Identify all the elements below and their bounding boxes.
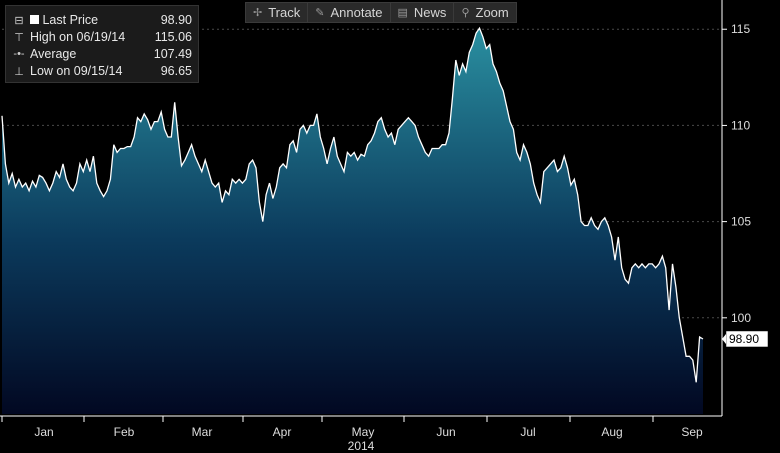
news-label: News xyxy=(413,5,447,20)
legend-last-price[interactable]: ⊟ Last Price 98.90 xyxy=(12,12,192,28)
legend: ⊟ Last Price 98.90 ⊤ High on 06/19/14 11… xyxy=(5,5,199,83)
price-line xyxy=(1,26,704,383)
annotate-button[interactable]: ✎ Annotate xyxy=(308,3,391,22)
low-label: Low on 09/15/14 xyxy=(30,64,123,78)
y-tick-label: 110 xyxy=(731,118,750,132)
crosshair-icon: ✢ xyxy=(253,7,263,19)
last-price-value: 98.90 xyxy=(160,13,192,27)
y-tick-label: 105 xyxy=(731,215,751,229)
price-area xyxy=(2,28,703,414)
last-price-label: Last Price xyxy=(42,13,99,27)
x-tick-label: Jul xyxy=(520,425,535,439)
track-button[interactable]: ✢ Track xyxy=(246,3,309,22)
collapse-icon[interactable]: ⊟ xyxy=(14,14,24,27)
x-tick-label: Mar xyxy=(192,425,213,439)
magnifier-icon: ⚲ xyxy=(461,7,470,19)
high-marker-icon: ⊤ xyxy=(14,31,24,44)
x-tick-label: May xyxy=(352,425,375,439)
last-value-marker: 98.90 xyxy=(722,330,769,348)
average-value: 107.49 xyxy=(153,47,192,61)
news-button[interactable]: ▤ News xyxy=(391,3,455,22)
x-tick-label: Sep xyxy=(681,425,703,439)
x-tick-label: Jan xyxy=(34,425,53,439)
track-label: Track xyxy=(268,5,301,20)
low-value: 96.65 xyxy=(160,64,192,78)
average-marker-icon: -•- xyxy=(13,48,25,60)
x-tick-label: Feb xyxy=(114,425,135,439)
x-axis-ticks: Jan Feb Mar Apr May Jun Jul Aug Sep xyxy=(1,416,703,439)
legend-low: ⊥ Low on 09/15/14 96.65 xyxy=(12,63,192,79)
legend-average: -•- Average 107.49 xyxy=(12,46,192,62)
high-value: 115.06 xyxy=(154,30,192,44)
low-marker-icon: ⊥ xyxy=(14,65,24,78)
last-value-label: 98.90 xyxy=(729,332,759,346)
year-label: 2014 xyxy=(348,439,375,453)
x-tick-label: Jun xyxy=(436,425,455,439)
annotate-label: Annotate xyxy=(330,5,383,20)
y-tick-label: 100 xyxy=(731,311,751,325)
news-icon: ▤ xyxy=(397,7,408,19)
y-tick-label: 115 xyxy=(731,22,750,36)
x-tick-label: Apr xyxy=(273,425,292,439)
y-axis-ticks: 100 105 110 115 xyxy=(722,22,751,325)
zoom-button[interactable]: ⚲ Zoom xyxy=(454,3,515,22)
axes xyxy=(0,0,723,417)
average-label: Average xyxy=(30,47,77,61)
chart-toolbar: ✢ Track ✎ Annotate ▤ News ⚲ Zoom xyxy=(245,2,517,23)
pencil-icon: ✎ xyxy=(315,7,325,19)
last-price-swatch xyxy=(30,15,39,24)
high-label: High on 06/19/14 xyxy=(30,30,126,44)
zoom-label: Zoom xyxy=(475,5,509,20)
x-tick-label: Aug xyxy=(601,425,622,439)
legend-high: ⊤ High on 06/19/14 115.06 xyxy=(12,29,192,45)
